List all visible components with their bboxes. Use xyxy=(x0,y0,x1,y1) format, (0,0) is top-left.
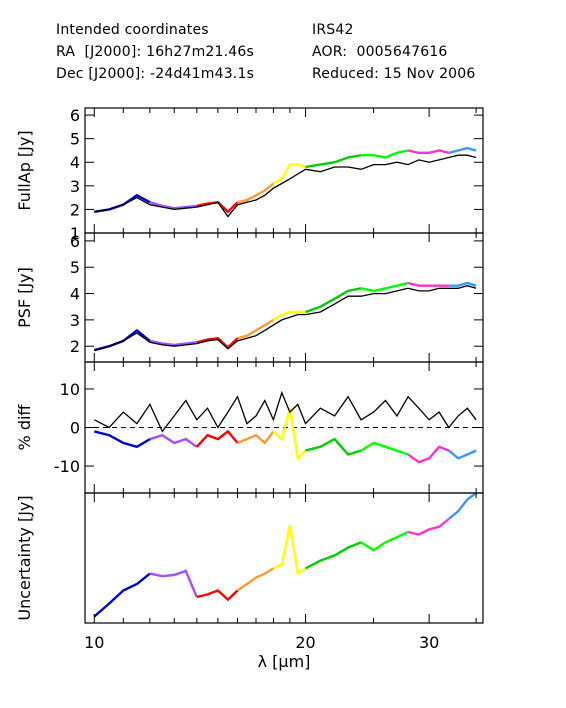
series-segment-5 xyxy=(272,310,306,321)
header-left-line3: Dec [J2000]: -24d41m43.1s xyxy=(56,66,255,82)
series-segment-7 xyxy=(360,441,409,456)
header-left-line2: RA [J2000]: 16h27m21.46s xyxy=(56,44,254,60)
series-segment-9 xyxy=(448,493,477,520)
series-segment-6 xyxy=(304,541,362,570)
series-reference xyxy=(94,154,477,218)
header-right-line1: IRS42 xyxy=(312,22,354,38)
series-segment-1 xyxy=(93,572,151,618)
y-tick-label: 1 xyxy=(70,224,80,243)
series-segment-1 xyxy=(94,430,151,449)
series-segment-2 xyxy=(149,339,197,347)
panel-pctdiff: -10 0 10 % diff xyxy=(15,361,484,494)
series-segment-2 xyxy=(149,569,198,598)
series-segment-3 xyxy=(195,429,239,448)
panel-fullap: 1 2 3 4 5 6 FullAp [Jy] xyxy=(15,106,484,243)
panel-uncertainty: Uncertainty [Jy] 10 20 30 λ [μm] xyxy=(15,492,484,671)
y-tick-label: 2 xyxy=(70,337,80,356)
y-axis-label: Uncertainty [Jy] xyxy=(15,495,34,620)
header-right-line2: AOR: 0005647616 xyxy=(312,44,448,60)
y-axis-label: % diff xyxy=(15,404,34,451)
series-segment-1 xyxy=(93,328,151,352)
series-segment-4 xyxy=(236,567,275,592)
panel-frame xyxy=(84,232,484,363)
y-tick-label: 3 xyxy=(70,311,80,330)
series-segment-5 xyxy=(272,407,307,461)
x-tick-label: 30 xyxy=(419,633,439,652)
series-segment-9 xyxy=(448,146,477,154)
y-tick-label: 6 xyxy=(70,106,80,125)
header-right-line3: Reduced: 15 Nov 2006 xyxy=(312,66,476,82)
y-axis-label: FullAp [Jy] xyxy=(15,130,34,210)
series-segment-8 xyxy=(407,518,450,536)
series-segment-1 xyxy=(94,193,151,213)
y-axis-label: PSF [Jy] xyxy=(15,267,34,328)
series-segment-4 xyxy=(237,318,275,340)
series-segment-7 xyxy=(361,149,409,159)
series-segment-8 xyxy=(407,281,449,287)
series-segment-5 xyxy=(272,163,306,185)
series-segment-4 xyxy=(237,430,275,445)
y-tick-label: 3 xyxy=(70,177,80,196)
series-segment-3 xyxy=(196,589,239,602)
series-segment-4 xyxy=(237,182,275,204)
panel-frame xyxy=(84,107,484,234)
series-segment-8 xyxy=(407,149,450,154)
y-tick-label: 2 xyxy=(70,200,80,219)
series-segment-7 xyxy=(360,281,409,293)
header: Intended coordinates RA [J2000]: 16h27m2… xyxy=(0,0,566,90)
series-segment-3 xyxy=(196,201,239,214)
x-tick-label: 20 xyxy=(295,633,315,652)
y-tick-label: 6 xyxy=(70,232,80,251)
y-tick-label: -10 xyxy=(54,457,80,476)
x-tick-label: 10 xyxy=(84,633,104,652)
series-segment-2 xyxy=(149,433,198,448)
series-segment-2 xyxy=(149,201,197,210)
y-tick-label: 4 xyxy=(70,153,80,172)
series-segment-6 xyxy=(305,154,362,169)
panel-frame xyxy=(84,492,484,624)
y-tick-label: 10 xyxy=(60,380,80,399)
series-reference xyxy=(94,285,477,351)
series-reference xyxy=(94,390,477,433)
header-left-line1: Intended coordinates xyxy=(56,22,209,38)
series-segment-5 xyxy=(272,525,307,576)
y-tick-label: 4 xyxy=(70,285,80,304)
series-segment-9 xyxy=(448,281,477,287)
series-segment-9 xyxy=(448,449,477,460)
panel-psf: 2 3 4 5 6 PSF [Jy] xyxy=(15,232,484,363)
y-tick-label: 5 xyxy=(70,130,80,149)
series-segment-6 xyxy=(305,437,362,456)
series-segment-8 xyxy=(407,445,450,464)
y-tick-label: 0 xyxy=(70,419,80,438)
y-tick-label: 5 xyxy=(70,258,80,277)
series-segment-6 xyxy=(305,287,362,314)
series-segment-3 xyxy=(196,337,239,350)
x-axis-label: λ [μm] xyxy=(258,652,311,671)
series-segment-7 xyxy=(360,530,409,552)
